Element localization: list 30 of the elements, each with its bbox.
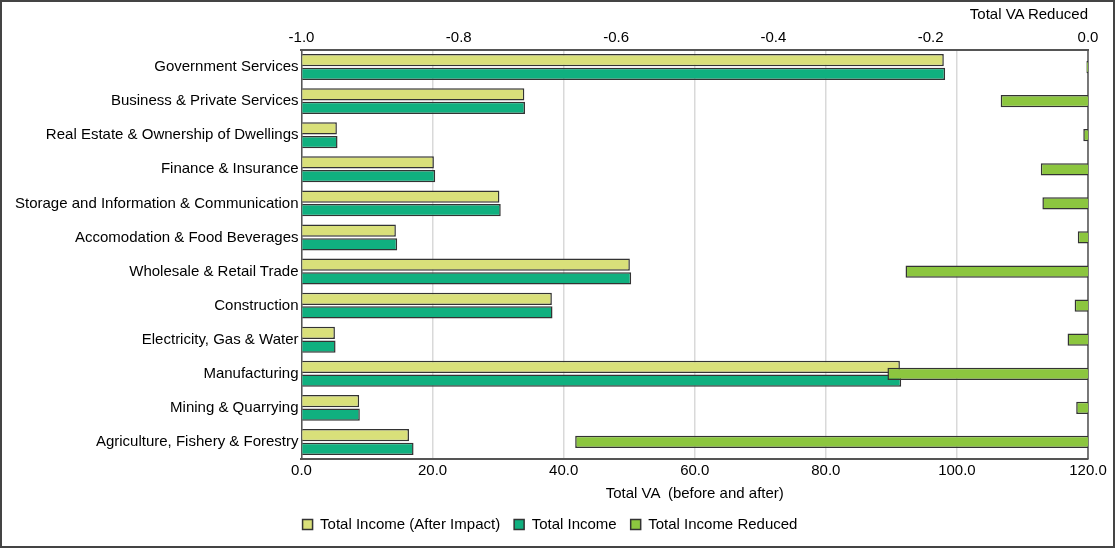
legend-label: Total Income (After Impact) xyxy=(320,514,501,532)
y-tick-label: Real Estate & Ownership of Dwellings xyxy=(45,125,299,143)
x2-tick-label: -1.0 xyxy=(288,28,315,46)
legend-label: Total Income xyxy=(531,514,617,532)
x2-tick-label: -0.2 xyxy=(917,28,944,46)
x2-tick-label: -0.8 xyxy=(445,28,472,46)
x2-tick-label: -0.6 xyxy=(603,28,630,46)
y-tick-label: Storage and Information & Communication xyxy=(15,193,299,211)
y-tick-label: Mining & Quarrying xyxy=(170,398,299,416)
x-tick-label: 100.0 xyxy=(938,461,976,479)
y-tick-label: Accomodation & Food Beverages xyxy=(75,227,299,245)
x2-tick-label: 0.0 xyxy=(1077,28,1099,46)
x-tick-label: 40.0 xyxy=(549,461,579,479)
y-tick-label: Government Services xyxy=(154,57,299,75)
y-tick-label: Wholesale & Retail Trade xyxy=(129,261,299,279)
x-tick-label: 60.0 xyxy=(680,461,710,479)
x-tick-label: 0.0 xyxy=(291,461,312,479)
legend-label: Total Income Reduced xyxy=(648,514,798,532)
y-tick-label: Electricity, Gas & Water xyxy=(141,329,299,347)
y-tick-label: Business & Private Services xyxy=(110,91,299,109)
x2-tick-label: -0.4 xyxy=(760,28,787,46)
x-axis-title: Total VA (before and after) xyxy=(605,484,784,502)
x-tick-label: 20.0 xyxy=(417,461,448,479)
y-tick-label: Construction xyxy=(214,295,299,313)
x-tick-label: 120.0 xyxy=(1069,461,1107,479)
y-tick-label: Agriculture, Fishery & Forestry xyxy=(95,432,299,450)
x2-axis-title: Total VA Reduced xyxy=(969,5,1088,23)
y-tick-label: Finance & Insurance xyxy=(160,159,299,177)
x-tick-label: 80.0 xyxy=(811,461,841,479)
y-tick-label: Manufacturing xyxy=(203,363,299,381)
